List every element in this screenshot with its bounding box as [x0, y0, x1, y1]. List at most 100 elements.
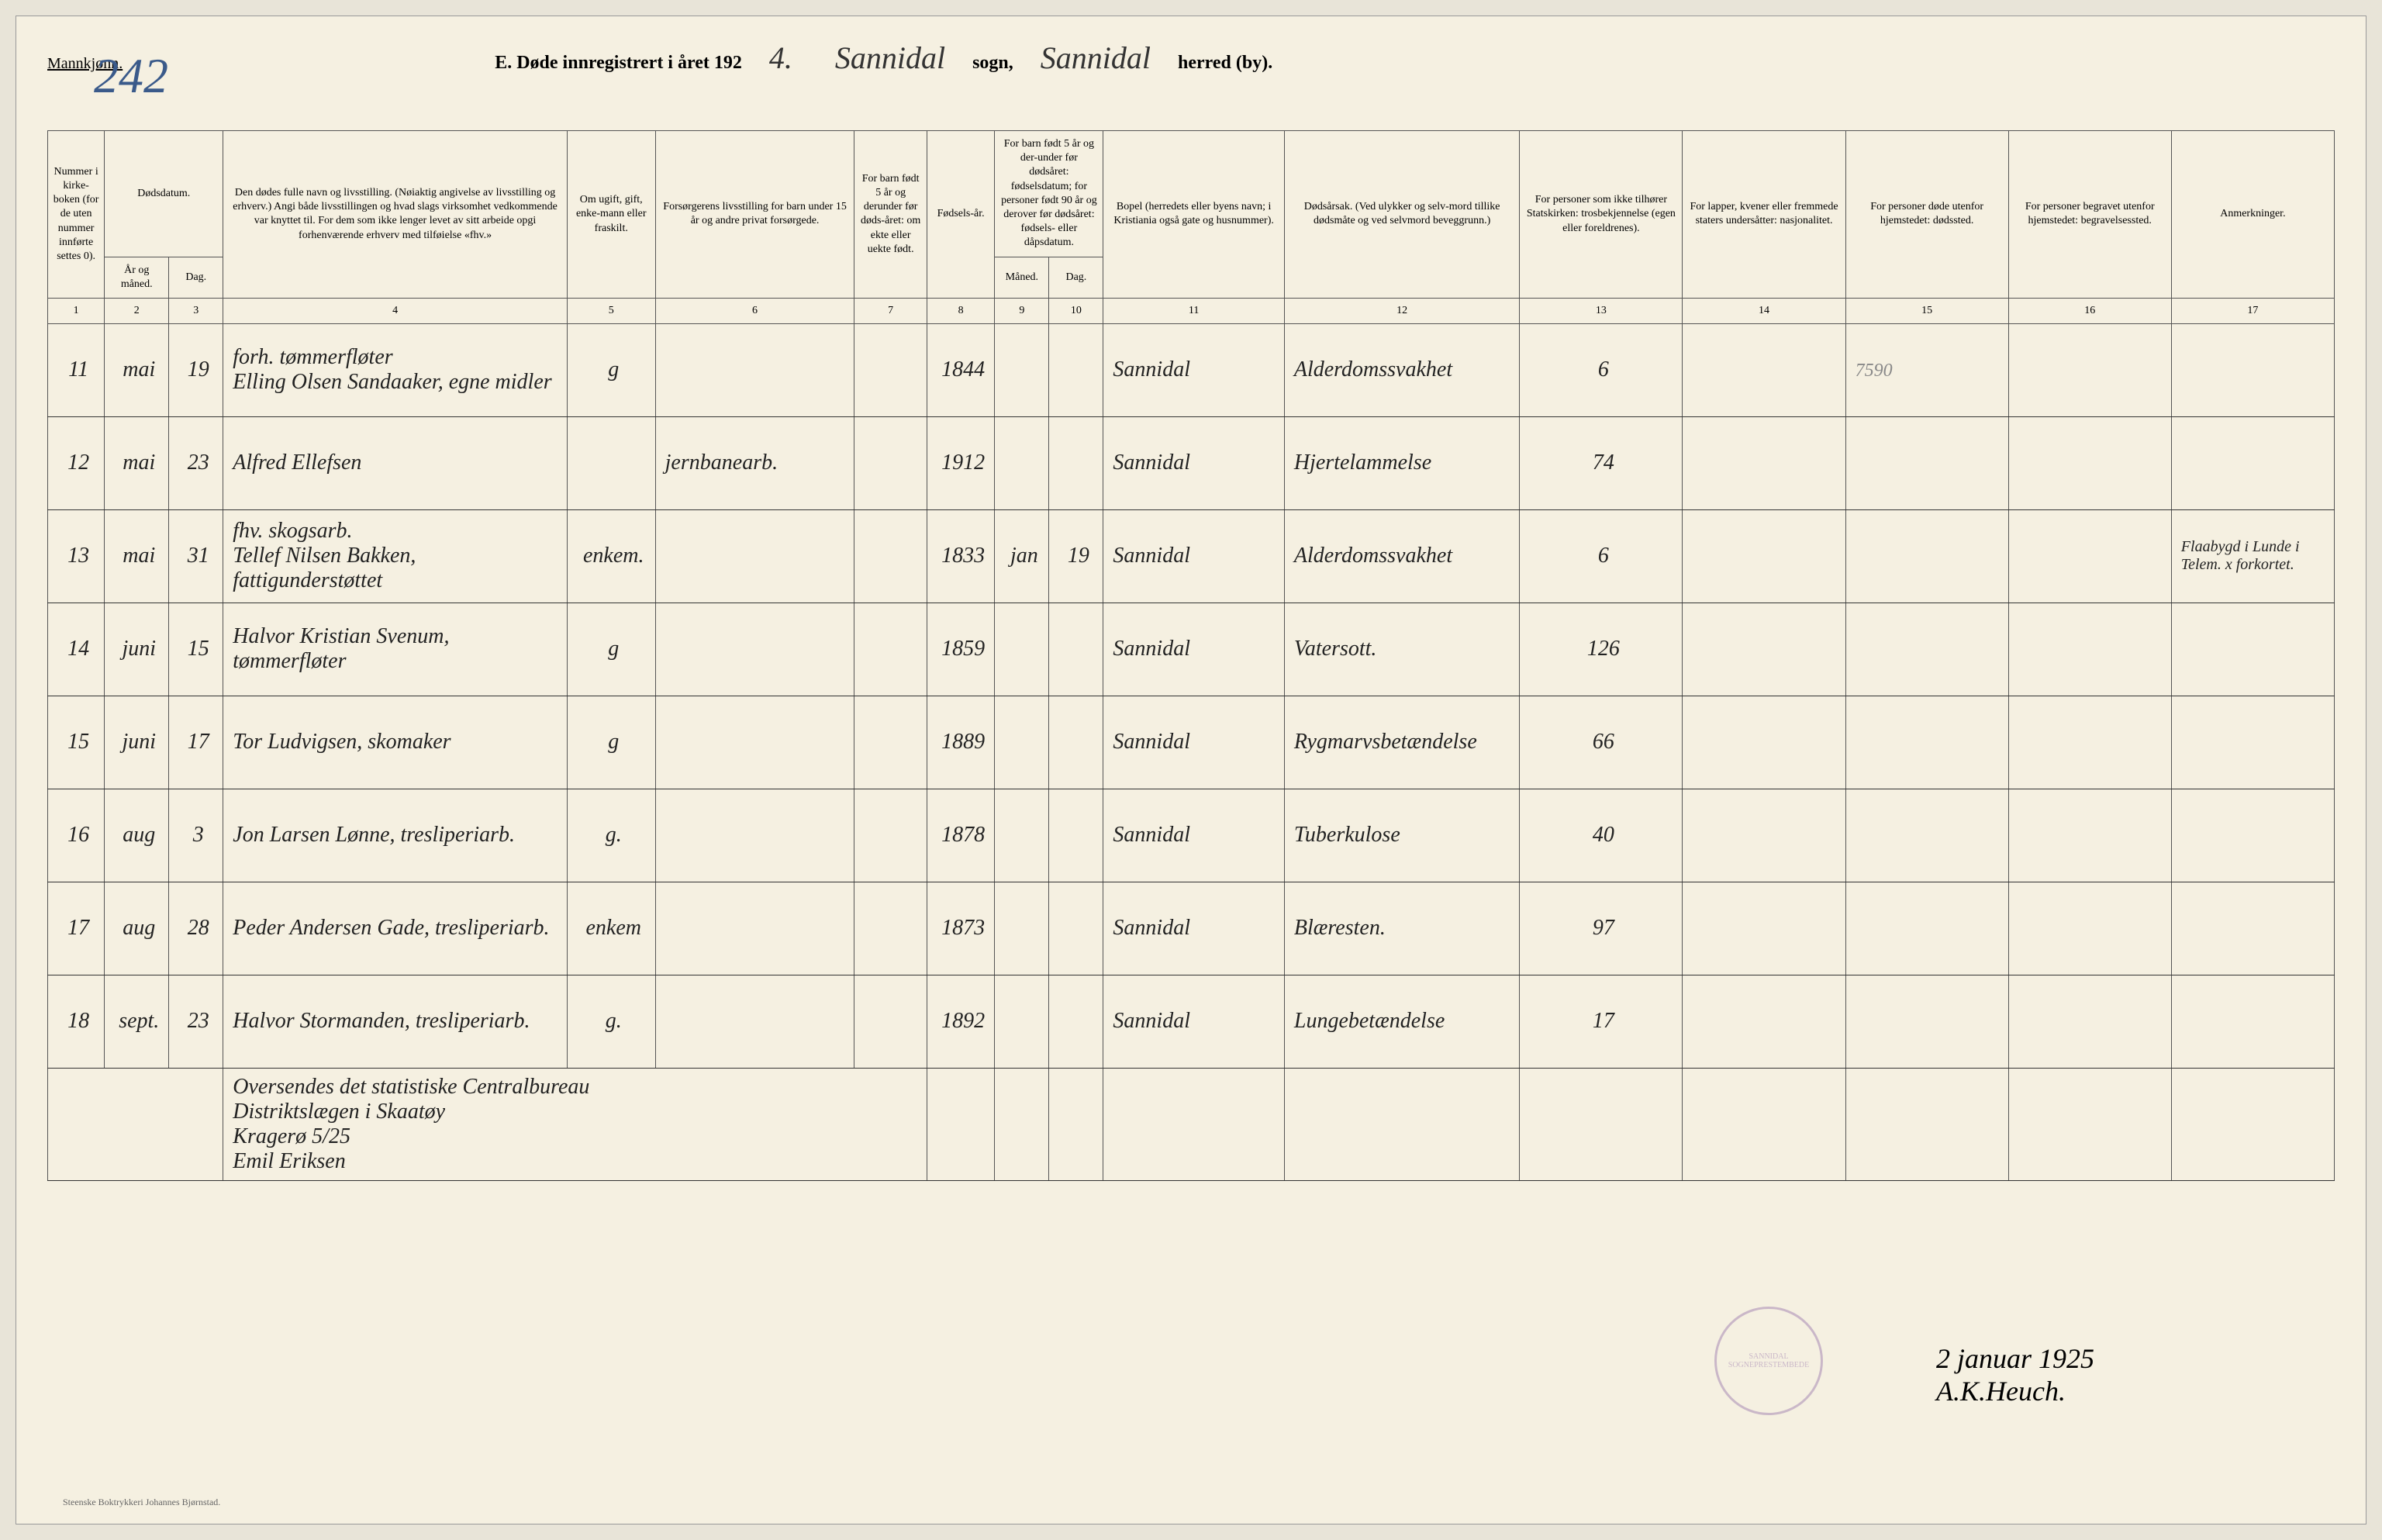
cell-fmnd	[995, 323, 1049, 416]
cell-dodssted: 7590	[1845, 323, 2008, 416]
cell-dag: 15	[169, 603, 223, 696]
cell-status: g	[567, 603, 655, 696]
cell-status: g	[567, 323, 655, 416]
cell-num: 18	[48, 975, 105, 1068]
cell-nasj	[1683, 696, 1845, 789]
col-header-15: For personer døde utenfor hjemstedet: dø…	[1845, 131, 2008, 299]
ledger-table: Nummer i kirke-boken (for de uten nummer…	[47, 130, 2335, 1181]
cell-mnd: sept.	[105, 975, 169, 1068]
cell-status: g.	[567, 975, 655, 1068]
cell-num: 14	[48, 603, 105, 696]
cell-empty	[2171, 1068, 2334, 1180]
table-row: 13mai31fhv. skogsarb. Tellef Nilsen Bakk…	[48, 509, 2335, 603]
herred-label: herred (by).	[1178, 53, 1272, 74]
cell-fmnd	[995, 603, 1049, 696]
cell-fdag	[1049, 696, 1103, 789]
cell-forsorger: jernbanearb.	[655, 416, 854, 509]
cell-name: Halvor Stormanden, tresliperiarb.	[223, 975, 568, 1068]
table-row: 12mai23Alfred Ellefsenjernbanearb.1912Sa…	[48, 416, 2335, 509]
table-row: 11mai19forh. tømmerfløter Elling Olsen S…	[48, 323, 2335, 416]
cell-fdag	[1049, 603, 1103, 696]
cell-empty	[927, 1068, 995, 1180]
colnum: 9	[995, 298, 1049, 323]
cell-faar: 1859	[927, 603, 995, 696]
cell-anm	[2171, 323, 2334, 416]
cell-dodsarsak: Tuberkulose	[1284, 789, 1519, 882]
cell-dodssted	[1845, 696, 2008, 789]
col-header-2: År og måned.	[105, 257, 169, 298]
cell-num: 12	[48, 416, 105, 509]
cell-ekte	[854, 416, 927, 509]
col-header-11: Bopel (herredets eller byens navn; i Kri…	[1103, 131, 1284, 299]
cell-ekte	[854, 789, 927, 882]
title-line: E. Døde innregistrert i året 192 4. Sann…	[495, 40, 1272, 76]
cell-dodssted	[1845, 789, 2008, 882]
cell-dodssted	[1845, 603, 2008, 696]
cell-dodssted	[1845, 416, 2008, 509]
cell-empty	[1049, 1068, 1103, 1180]
cell-nasj	[1683, 975, 1845, 1068]
cell-dag: 3	[169, 789, 223, 882]
cell-tros: 126	[1520, 603, 1683, 696]
signature-date: 2 januar 1925	[1936, 1342, 2094, 1375]
cell-anm	[2171, 975, 2334, 1068]
footer-oversendes: Oversendes det statistiske Centralbureau…	[223, 1068, 927, 1180]
cell-forsorger	[655, 789, 854, 882]
cell-dodsarsak: Lungebetændelse	[1284, 975, 1519, 1068]
col-header-4: Den dødes fulle navn og livsstilling. (N…	[223, 131, 568, 299]
cell-empty	[995, 1068, 1049, 1180]
col-header-fodselsdatum: For barn født 5 år og der-under før døds…	[995, 131, 1103, 257]
year-suffix: 4.	[769, 40, 792, 76]
cell-anm	[2171, 416, 2334, 509]
cell-begrav	[2008, 509, 2171, 603]
col-header-13: For personer som ikke tilhører Statskirk…	[1520, 131, 1683, 299]
cell-tros: 66	[1520, 696, 1683, 789]
table-row: 16aug3Jon Larsen Lønne, tresliperiarb.g.…	[48, 789, 2335, 882]
colnum: 5	[567, 298, 655, 323]
cell-faar: 1844	[927, 323, 995, 416]
cell-bopel: Sannidal	[1103, 603, 1284, 696]
cell-bopel: Sannidal	[1103, 975, 1284, 1068]
title-prefix: E. Døde innregistrert i året 192	[495, 53, 742, 74]
cell-ekte	[854, 603, 927, 696]
cell-anm	[2171, 789, 2334, 882]
cell-dodssted	[1845, 509, 2008, 603]
cell-ekte	[854, 696, 927, 789]
cell-name: Alfred Ellefsen	[223, 416, 568, 509]
cell-forsorger	[655, 696, 854, 789]
cell-forsorger	[655, 975, 854, 1068]
cell-tros: 6	[1520, 323, 1683, 416]
colnum: 7	[854, 298, 927, 323]
cell-faar: 1873	[927, 882, 995, 975]
cell-empty	[48, 1068, 223, 1180]
col-header-7: For barn født 5 år og derunder før døds-…	[854, 131, 927, 299]
stamp-text: SANNIDAL SOGNEPRESTEMBEDE	[1717, 1352, 1821, 1369]
cell-dag: 19	[169, 323, 223, 416]
cell-dodssted	[1845, 975, 2008, 1068]
colnum: 6	[655, 298, 854, 323]
cell-fmnd	[995, 975, 1049, 1068]
cell-nasj	[1683, 323, 1845, 416]
colnum: 3	[169, 298, 223, 323]
cell-num: 15	[48, 696, 105, 789]
parish-stamp: SANNIDAL SOGNEPRESTEMBEDE	[1714, 1307, 1823, 1415]
cell-empty	[1683, 1068, 1845, 1180]
cell-ekte	[854, 882, 927, 975]
col-header-8: Fødsels-år.	[927, 131, 995, 299]
cell-ekte	[854, 509, 927, 603]
cell-faar: 1833	[927, 509, 995, 603]
cell-name: Halvor Kristian Svenum, tømmerfløter	[223, 603, 568, 696]
colnum: 15	[1845, 298, 2008, 323]
cell-tros: 6	[1520, 509, 1683, 603]
cell-fdag: 19	[1049, 509, 1103, 603]
colnum: 10	[1049, 298, 1103, 323]
cell-name: forh. tømmerfløter Elling Olsen Sandaake…	[223, 323, 568, 416]
colnum: 16	[2008, 298, 2171, 323]
col-header-14: For lapper, kvener eller fremmede stater…	[1683, 131, 1845, 299]
cell-num: 13	[48, 509, 105, 603]
cell-empty	[1284, 1068, 1519, 1180]
cell-num: 16	[48, 789, 105, 882]
cell-dag: 23	[169, 416, 223, 509]
cell-ekte	[854, 323, 927, 416]
cell-tros: 74	[1520, 416, 1683, 509]
